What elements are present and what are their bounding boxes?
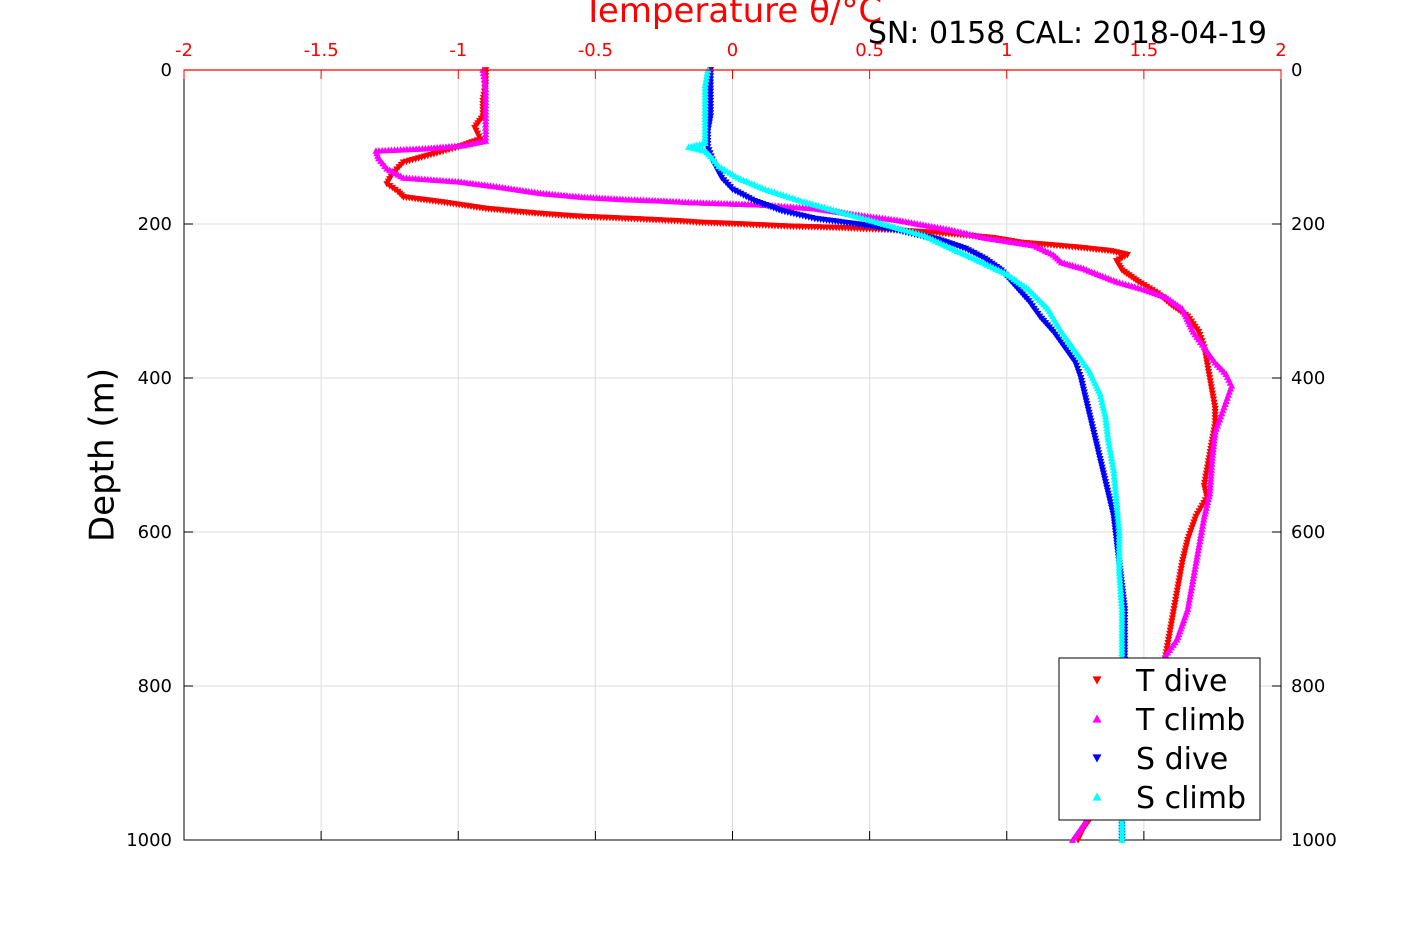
legend-box (1058, 657, 1261, 821)
y-tick-label-right: 400 (1291, 368, 1325, 389)
y-tick-label-left: 1000 (126, 830, 172, 851)
y-tick-label-left: 800 (138, 676, 172, 697)
data-point (734, 174, 742, 181)
data-point (720, 165, 728, 173)
legend-entry: T climb (1135, 703, 1245, 738)
y-tick-label-right: 200 (1291, 214, 1325, 235)
y-tick-label-right: 800 (1291, 676, 1325, 697)
y-tick-label-right: 0 (1291, 60, 1302, 81)
legend: T dive T climb S dive S climb (1058, 657, 1261, 821)
x-tick-label: 0.5 (855, 40, 884, 61)
data-point (728, 170, 737, 178)
x-tick-label: 0 (727, 40, 738, 61)
y-tick-label-right: 600 (1291, 522, 1325, 543)
legend-marker (1092, 676, 1102, 685)
data-point (731, 172, 739, 180)
series-t-climb (372, 66, 1236, 843)
data-point (1140, 282, 1148, 289)
legend-entry: S climb (1136, 781, 1246, 816)
data-point (1134, 278, 1142, 286)
x-tick-label: -1 (449, 40, 467, 61)
y-tick-label-left: 0 (161, 60, 172, 81)
legend-entry: T dive (1135, 664, 1227, 699)
data-point (482, 127, 490, 134)
y-tick-label-left: 600 (138, 522, 172, 543)
x-tick-label: 1.5 (1130, 40, 1159, 61)
legend-marker (1092, 792, 1102, 801)
legend-marker (1092, 714, 1102, 723)
x-tick-label: 2 (1275, 40, 1286, 61)
data-point (482, 133, 490, 141)
data-point (1137, 280, 1145, 287)
data-point (726, 169, 734, 176)
legend-marker (1092, 754, 1102, 763)
data-point (482, 130, 490, 138)
x-tick-label: -1.5 (304, 40, 339, 61)
y-tick-label-right: 1000 (1291, 830, 1337, 851)
legend-entry: S dive (1136, 742, 1228, 777)
chart-title: SN: 0158 CAL: 2018-04-19 (868, 16, 1267, 51)
y-tick-label-left: 400 (138, 368, 172, 389)
x-tick-label: -2 (175, 40, 193, 61)
y-axis-label: Depth (m) (83, 368, 123, 542)
y-tick-label-left: 200 (138, 214, 172, 235)
x-axis-label: Temperature θ/°C (582, 0, 882, 31)
data-point (723, 167, 731, 175)
x-tick-label: -0.5 (578, 40, 613, 61)
data-point (717, 164, 726, 171)
data-point (482, 137, 490, 144)
x-tick-label: 1 (1001, 40, 1012, 61)
